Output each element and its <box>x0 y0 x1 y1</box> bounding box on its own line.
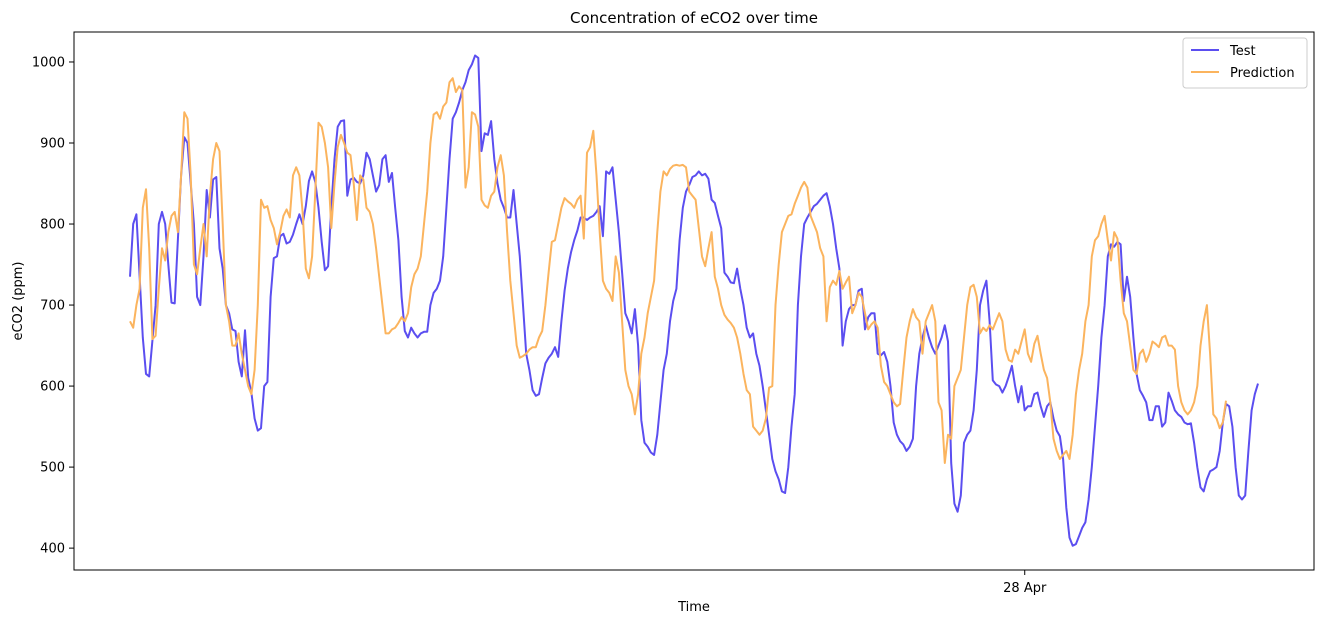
y-tick-label: 1000 <box>32 55 65 70</box>
chart-title: Concentration of eCO2 over time <box>570 9 818 27</box>
x-axis-label: Time <box>677 600 710 615</box>
y-tick-label: 500 <box>40 461 65 476</box>
axes-frame <box>73 31 1315 571</box>
y-tick-label: 900 <box>40 137 65 152</box>
series-line-test <box>129 54 1259 547</box>
y-axis-label: eCO2 (ppm) <box>11 261 26 340</box>
legend: Test Prediction <box>1182 37 1308 89</box>
y-axis-ticks: 400 500 600 700 800 900 1000 <box>32 55 74 557</box>
x-tick-label: 28 Apr <box>1003 581 1047 596</box>
y-tick-label: 400 <box>40 542 65 557</box>
series-layer <box>129 54 1259 547</box>
y-tick-label: 800 <box>40 218 65 233</box>
legend-label-test: Test <box>1229 44 1256 59</box>
y-tick-label: 600 <box>40 380 65 395</box>
x-axis-ticks: 28 Apr <box>1003 570 1047 596</box>
legend-label-prediction: Prediction <box>1230 66 1295 81</box>
plot-area: 400 500 600 700 800 900 1000 28 Apr <box>32 31 1315 596</box>
y-tick-label: 700 <box>40 299 65 314</box>
series-line-prediction <box>129 77 1227 464</box>
